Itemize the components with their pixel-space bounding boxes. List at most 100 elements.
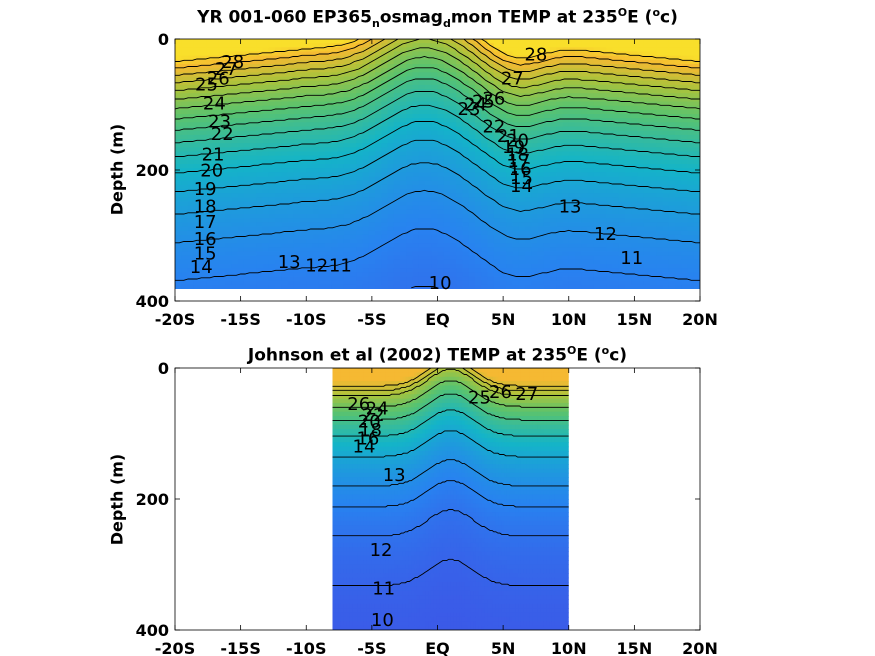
x-tick-label: 15N	[617, 639, 653, 656]
isotherm-24	[332, 368, 569, 396]
contour-label: 14	[353, 437, 376, 458]
contour-label: 14	[510, 176, 533, 197]
x-tick-label: -10S	[286, 639, 326, 656]
contour-label: 16	[509, 159, 532, 180]
y-tick-label: 0	[158, 30, 169, 49]
bottom-chart-title: Johnson et al (2002) TEMP at 235OE (oc)	[247, 344, 628, 366]
x-tick-label: 20N	[682, 639, 718, 656]
contour-label: 19	[194, 179, 217, 200]
top-chart-title: YR 001-060 EP365nosmagdmon TEMP at 235OE…	[197, 6, 678, 31]
contour-label: 20	[358, 412, 381, 433]
x-tick-label: 10N	[551, 310, 587, 329]
contour-label: 19	[502, 137, 525, 158]
contour-label: 15	[510, 168, 533, 189]
contour-label: 11	[620, 248, 643, 269]
x-tick-label: -20S	[155, 310, 195, 329]
contour-label: 21	[202, 145, 225, 166]
isotherm-13	[332, 480, 569, 508]
contour-label: 16	[194, 229, 217, 250]
y-tick-label: 400	[136, 621, 169, 640]
isotherm-13	[175, 228, 700, 281]
x-tick-label: EQ	[425, 639, 450, 656]
contour-label: 22	[211, 124, 234, 145]
isotherm-18	[332, 409, 569, 437]
contour-label: 27	[515, 384, 538, 405]
y-tick-label: 400	[136, 292, 169, 311]
contour-label: 28	[221, 52, 244, 73]
x-tick-label: 15N	[617, 310, 653, 329]
isotherm-21	[175, 67, 700, 120]
contour-label: 10	[429, 273, 452, 294]
contour-label: 18	[506, 145, 529, 166]
contour-label: 24	[464, 95, 487, 116]
x-tick-label: EQ	[425, 310, 450, 329]
contour-label: 13	[559, 197, 582, 218]
isotherm-23	[175, 47, 700, 100]
isotherm-17	[175, 121, 700, 174]
contour-label: 24	[366, 399, 389, 420]
isotherm-26	[175, 39, 700, 76]
isotherm-15	[175, 162, 700, 215]
isotherm-14	[332, 459, 569, 487]
contour-label: 26	[482, 88, 505, 109]
contour-label: 13	[383, 465, 406, 486]
isotherm-20	[332, 393, 569, 421]
contour-label: 16	[356, 429, 379, 450]
x-tick-label: 10N	[551, 639, 587, 656]
isotherm-16	[175, 139, 700, 192]
x-tick-label: -10S	[286, 310, 326, 329]
contour-label: 23	[208, 112, 231, 133]
contour-label: 17	[507, 151, 530, 172]
isotherm-26	[332, 368, 569, 387]
contour-label: 12	[370, 540, 393, 561]
contour-label: 22	[362, 405, 385, 426]
x-tick-label: -15S	[220, 310, 260, 329]
contour-label: 17	[194, 212, 217, 233]
x-tick-label: 5N	[491, 639, 516, 656]
x-tick-label: -5S	[357, 310, 386, 329]
isotherm-14	[175, 189, 700, 244]
contour-label: 25	[195, 75, 218, 96]
contour-label: 18	[359, 420, 382, 441]
contour-label: 23	[458, 99, 481, 120]
isotherm-22	[332, 380, 569, 408]
temperature-field	[332, 368, 569, 630]
contour-label: 22	[482, 117, 505, 138]
contour-label: 11	[329, 255, 352, 276]
x-tick-label: -15S	[220, 639, 260, 656]
isotherm-25	[332, 368, 569, 391]
isotherm-11	[332, 558, 569, 586]
contour-label: 10	[371, 610, 394, 631]
contour-label: 24	[203, 93, 226, 114]
contour-label: 18	[194, 197, 217, 218]
y-tick-label: 200	[136, 161, 169, 180]
x-tick-label: 20N	[682, 310, 718, 329]
contour-label: 27	[215, 59, 238, 80]
isotherm-25	[175, 39, 700, 84]
isotherm-12	[332, 509, 569, 537]
temperature-field	[175, 39, 700, 289]
isotherm-27	[175, 39, 700, 69]
contour-label: 11	[372, 579, 395, 600]
isotherm-20	[175, 78, 700, 131]
contour-label: 26	[207, 68, 230, 89]
x-tick-label: -5S	[357, 639, 386, 656]
contour-label: 13	[278, 252, 301, 273]
contour-label: 12	[594, 224, 617, 245]
contour-label: 26	[489, 382, 512, 403]
contour-label: 20	[506, 130, 529, 151]
contour-label: 20	[200, 160, 223, 181]
y-tick-label: 0	[158, 359, 169, 378]
isotherm-16	[332, 430, 569, 458]
y-tick-label: 200	[136, 490, 169, 509]
contour-label: 15	[194, 243, 217, 264]
isotherm-18	[175, 104, 700, 157]
contour-label: 25	[468, 387, 491, 408]
isotherm-22	[175, 56, 700, 110]
contour-label: 14	[190, 257, 213, 278]
isotherm-19	[175, 91, 700, 144]
x-tick-label: -20S	[155, 639, 195, 656]
contour-label: 28	[524, 45, 547, 66]
isotherm-28	[175, 39, 700, 62]
